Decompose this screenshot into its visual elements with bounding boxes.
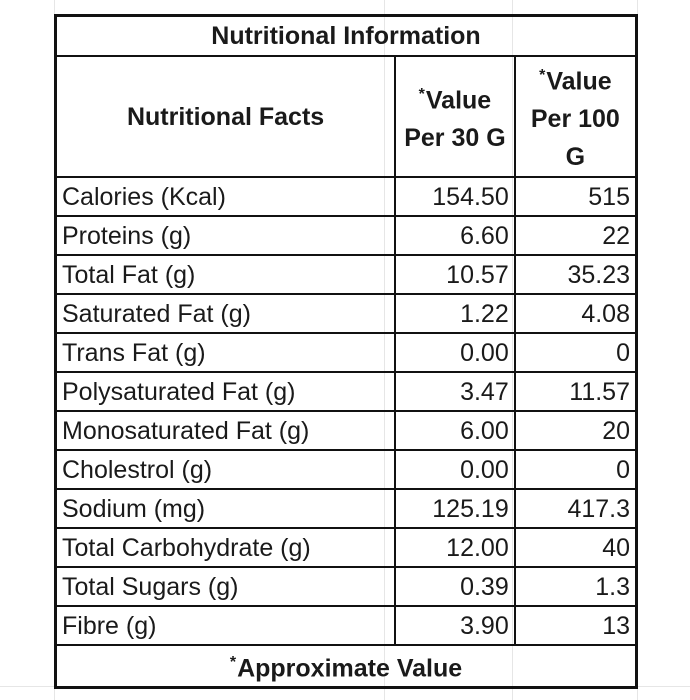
table-row: Calories (Kcal) 154.50 515 bbox=[54, 176, 638, 218]
value-per-100g: 20 bbox=[513, 410, 638, 452]
table-row: Total Sugars (g) 0.39 1.3 bbox=[54, 566, 638, 608]
nutrient-name: Monosaturated Fat (g) bbox=[54, 410, 397, 452]
header-per-100-label: Per 100 bbox=[530, 105, 620, 134]
footer-row: *Approximate Value bbox=[54, 644, 638, 689]
title-row: Nutritional Information bbox=[54, 14, 638, 57]
header-value-label: Value bbox=[425, 86, 492, 115]
table-row: Fibre (g) 3.90 13 bbox=[54, 605, 638, 647]
value-per-30g: 154.50 bbox=[394, 176, 516, 218]
value-per-30g: 0.00 bbox=[394, 332, 516, 374]
value-per-100g: 13 bbox=[513, 605, 638, 647]
value-per-100g: 35.23 bbox=[513, 254, 638, 296]
table-title: Nutritional Information bbox=[54, 14, 638, 57]
table-row: Proteins (g) 6.60 22 bbox=[54, 215, 638, 257]
asterisk-mark: * bbox=[229, 654, 237, 672]
table-row: Polysaturated Fat (g) 3.47 11.57 bbox=[54, 371, 638, 413]
table-row: Monosaturated Fat (g) 6.00 20 bbox=[54, 410, 638, 452]
header-g-label: G bbox=[565, 143, 586, 172]
asterisk-mark: * bbox=[539, 67, 546, 84]
nutrient-name: Total Carbohydrate (g) bbox=[54, 527, 397, 569]
value-per-30g: 6.60 bbox=[394, 215, 516, 257]
value-per-100g: 0 bbox=[513, 332, 638, 374]
header-nutritional-facts: Nutritional Facts bbox=[54, 54, 397, 179]
table-row: Total Carbohydrate (g) 12.00 40 bbox=[54, 527, 638, 569]
table-row: Trans Fat (g) 0.00 0 bbox=[54, 332, 638, 374]
header-value-label: Value bbox=[546, 67, 612, 96]
nutrient-name: Polysaturated Fat (g) bbox=[54, 371, 397, 413]
table-row: Sodium (mg) 125.19 417.3 bbox=[54, 488, 638, 530]
value-per-30g: 3.90 bbox=[394, 605, 516, 647]
table-row: Total Fat (g) 10.57 35.23 bbox=[54, 254, 638, 296]
value-per-100g: 1.3 bbox=[513, 566, 638, 608]
value-per-100g: 40 bbox=[513, 527, 638, 569]
asterisk-mark: * bbox=[418, 86, 425, 103]
value-per-100g: 11.57 bbox=[513, 371, 638, 413]
nutrient-name: Total Sugars (g) bbox=[54, 566, 397, 608]
nutrient-name: Cholestrol (g) bbox=[54, 449, 397, 491]
footer-note: *Approximate Value bbox=[54, 644, 638, 689]
nutrient-name: Sodium (mg) bbox=[54, 488, 397, 530]
value-per-100g: 417.3 bbox=[513, 488, 638, 530]
nutrient-name: Calories (Kcal) bbox=[54, 176, 397, 218]
nutrition-table: Nutritional Information Nutritional Fact… bbox=[54, 14, 638, 689]
nutrient-name: Trans Fat (g) bbox=[54, 332, 397, 374]
nutrient-name: Total Fat (g) bbox=[54, 254, 397, 296]
footer-text: Approximate Value bbox=[237, 654, 463, 683]
table-row: Cholestrol (g) 0.00 0 bbox=[54, 449, 638, 491]
value-per-30g: 1.22 bbox=[394, 293, 516, 335]
header-value-per-100g: *Value Per 100 G bbox=[513, 54, 638, 179]
nutrient-name: Fibre (g) bbox=[54, 605, 397, 647]
value-per-30g: 12.00 bbox=[394, 527, 516, 569]
value-per-30g: 0.39 bbox=[394, 566, 516, 608]
header-value-per-30g: *Value Per 30 G bbox=[394, 54, 516, 179]
value-per-100g: 0 bbox=[513, 449, 638, 491]
table-body: Calories (Kcal) 154.50 515 Proteins (g) 6.60… bbox=[54, 176, 638, 647]
value-per-100g: 22 bbox=[513, 215, 638, 257]
value-per-30g: 0.00 bbox=[394, 449, 516, 491]
value-per-30g: 125.19 bbox=[394, 488, 516, 530]
value-per-100g: 4.08 bbox=[513, 293, 638, 335]
value-per-30g: 6.00 bbox=[394, 410, 516, 452]
value-per-30g: 10.57 bbox=[394, 254, 516, 296]
nutrient-name: Saturated Fat (g) bbox=[54, 293, 397, 335]
header-per-30g-label: Per 30 G bbox=[404, 124, 506, 153]
value-per-30g: 3.47 bbox=[394, 371, 516, 413]
value-per-100g: 515 bbox=[513, 176, 638, 218]
table-row: Saturated Fat (g) 1.22 4.08 bbox=[54, 293, 638, 335]
nutrient-name: Proteins (g) bbox=[54, 215, 397, 257]
header-row: Nutritional Facts *Value Per 30 G *Value… bbox=[54, 54, 638, 179]
